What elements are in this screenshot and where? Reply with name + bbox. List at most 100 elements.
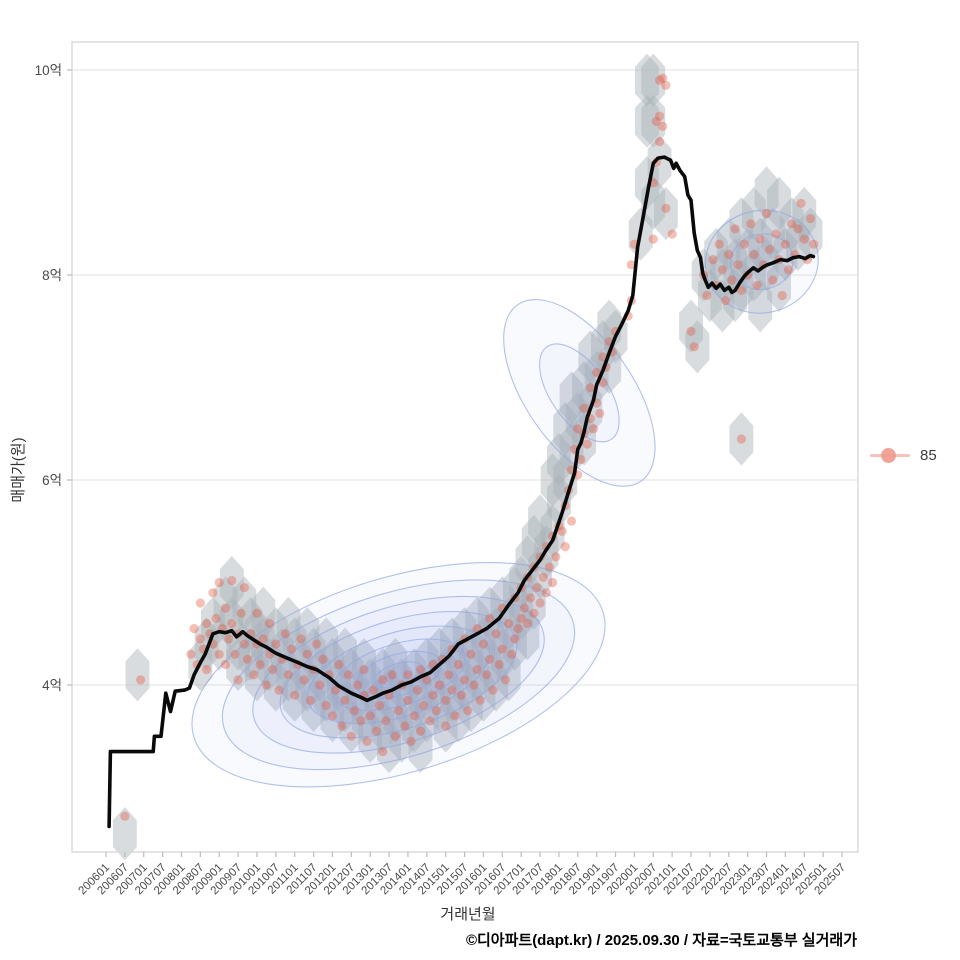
legend-point-icon xyxy=(868,442,912,468)
hex-bin xyxy=(597,340,622,394)
scatter-point xyxy=(689,342,699,352)
hex-bin xyxy=(502,617,527,671)
scatter-point xyxy=(120,811,130,821)
scatter-point xyxy=(287,644,297,654)
hex-bin xyxy=(484,658,508,712)
scatter-point xyxy=(796,198,806,208)
scatter-point xyxy=(321,700,331,711)
scatter-point xyxy=(327,711,338,721)
scatter-point xyxy=(497,644,507,654)
scatter-point xyxy=(526,593,536,603)
scatter-point xyxy=(252,608,262,618)
scatter-point xyxy=(548,577,558,588)
hex-bin xyxy=(477,637,502,692)
hex-bin xyxy=(282,668,307,722)
density-contour xyxy=(704,209,819,314)
scatter-point xyxy=(381,716,391,726)
scatter-point xyxy=(227,575,237,586)
scatter-point xyxy=(378,675,388,685)
hex-bin xyxy=(276,596,301,651)
scatter-point xyxy=(242,654,253,665)
scatter-point xyxy=(265,618,275,629)
hex-bin xyxy=(641,94,666,148)
scatter-point xyxy=(746,219,756,229)
scatter-point xyxy=(258,634,268,644)
hex-bin xyxy=(515,607,540,661)
scatter-point xyxy=(783,265,794,275)
scatter-point xyxy=(472,665,482,675)
scatter-point xyxy=(648,234,658,244)
hex-bin xyxy=(440,668,464,722)
hex-bin xyxy=(452,607,477,661)
scatter-point xyxy=(727,275,737,285)
scatter-point xyxy=(532,583,542,593)
hex-bin xyxy=(352,689,376,743)
scatter-point xyxy=(271,639,281,649)
hex-bin xyxy=(339,699,364,753)
hex-bin xyxy=(408,719,433,774)
scatter-point xyxy=(186,649,196,659)
scatter-point xyxy=(230,649,240,659)
scatter-point xyxy=(730,224,740,234)
hex-bin xyxy=(773,227,798,282)
scatter-point xyxy=(208,588,218,598)
y-tick-label: 10억 xyxy=(35,63,62,78)
scatter-point xyxy=(412,685,422,695)
scatter-point xyxy=(202,665,212,675)
scatter-point xyxy=(233,675,243,685)
hex-bin xyxy=(213,576,238,630)
hex-bin xyxy=(553,402,578,456)
scatter-point xyxy=(434,680,444,690)
scatter-point xyxy=(195,634,205,644)
scatter-point xyxy=(453,659,463,670)
scatter-point xyxy=(431,706,441,716)
scatter-point xyxy=(651,116,662,126)
hex-bin xyxy=(679,299,703,353)
scatter-point xyxy=(428,690,438,700)
scatter-point xyxy=(494,659,504,670)
scatter-point xyxy=(371,726,382,736)
hex-bin xyxy=(547,473,571,528)
scatter-point xyxy=(422,675,432,685)
scatter-point xyxy=(585,383,596,393)
scatter-point xyxy=(529,608,539,618)
hex-bin xyxy=(521,514,546,569)
hex-bin xyxy=(729,412,754,466)
scatter-point xyxy=(299,675,309,685)
hex-bin xyxy=(245,648,269,702)
scatter-point xyxy=(538,572,548,583)
hex-bin xyxy=(578,330,603,384)
scatter-point xyxy=(390,731,400,741)
scatter-point xyxy=(780,239,791,249)
hex-bin xyxy=(584,350,609,405)
scatter-point xyxy=(522,618,533,629)
scatter-point xyxy=(403,670,413,680)
hex-bin xyxy=(446,689,471,743)
scatter-point xyxy=(805,214,816,224)
scatter-point xyxy=(787,219,797,229)
hex-bin xyxy=(377,719,401,774)
density-contour xyxy=(191,562,606,788)
scatter-point xyxy=(447,685,457,695)
hex-bin xyxy=(779,197,804,251)
scatter-point xyxy=(393,706,404,716)
scatter-point xyxy=(507,649,517,659)
legend-label: 85 xyxy=(920,446,937,464)
scatter-point xyxy=(261,680,271,690)
scatter-point xyxy=(588,424,599,434)
scatter-point xyxy=(541,588,551,598)
footer-credit: ©디아파트(dapt.kr) / 2025.09.30 / 자료=국토교통부 실… xyxy=(465,932,857,949)
hex-bin xyxy=(635,53,659,107)
scatter-point xyxy=(469,680,479,690)
hex-bin xyxy=(370,699,395,753)
hex-bin xyxy=(767,258,791,312)
hex-bin xyxy=(465,648,490,702)
scatter-point xyxy=(736,434,747,444)
hex-bin xyxy=(201,596,225,651)
scatter-point xyxy=(441,721,451,731)
density-contour xyxy=(539,343,620,443)
hex-bin xyxy=(307,648,332,702)
hex-bin xyxy=(748,279,773,333)
hex-bin xyxy=(414,689,439,743)
scatter-point xyxy=(475,695,485,706)
